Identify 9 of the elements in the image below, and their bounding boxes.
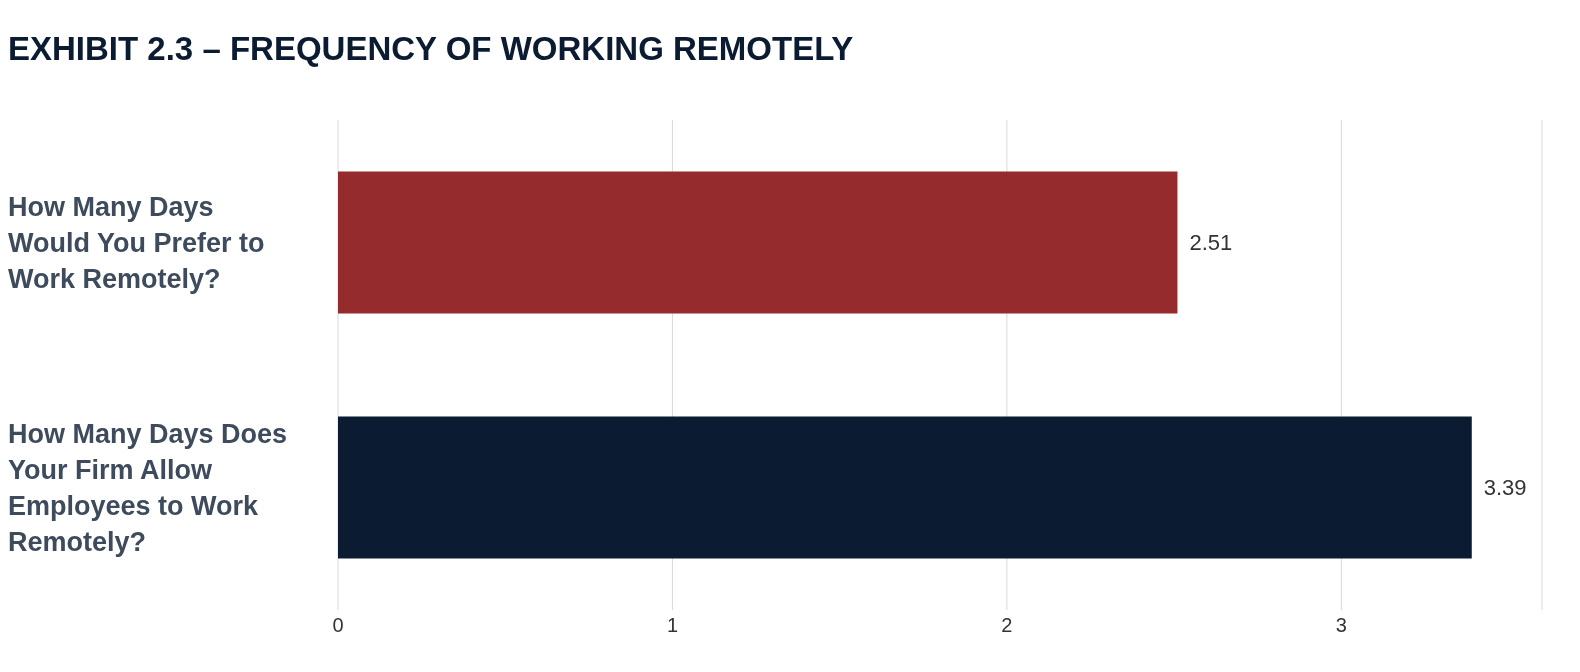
x-tick-label: 1	[666, 614, 679, 637]
x-tick-label: 3	[1335, 614, 1347, 637]
data-label: 3.39	[1483, 475, 1527, 501]
chart-title: EXHIBIT 2.3 – FREQUENCY OF WORKING REMOTELY	[8, 29, 855, 69]
x-tick-label: 0	[332, 614, 344, 637]
data-label: 2.51	[1189, 230, 1233, 256]
x-tick-label: 2	[1001, 614, 1013, 637]
y-tick-label: How Many Days Would You Prefer to Work Remotely?	[8, 190, 266, 296]
y-tick-label: How Many Days Does Your Firm Allow Employees to Work Remotely?	[8, 417, 289, 559]
